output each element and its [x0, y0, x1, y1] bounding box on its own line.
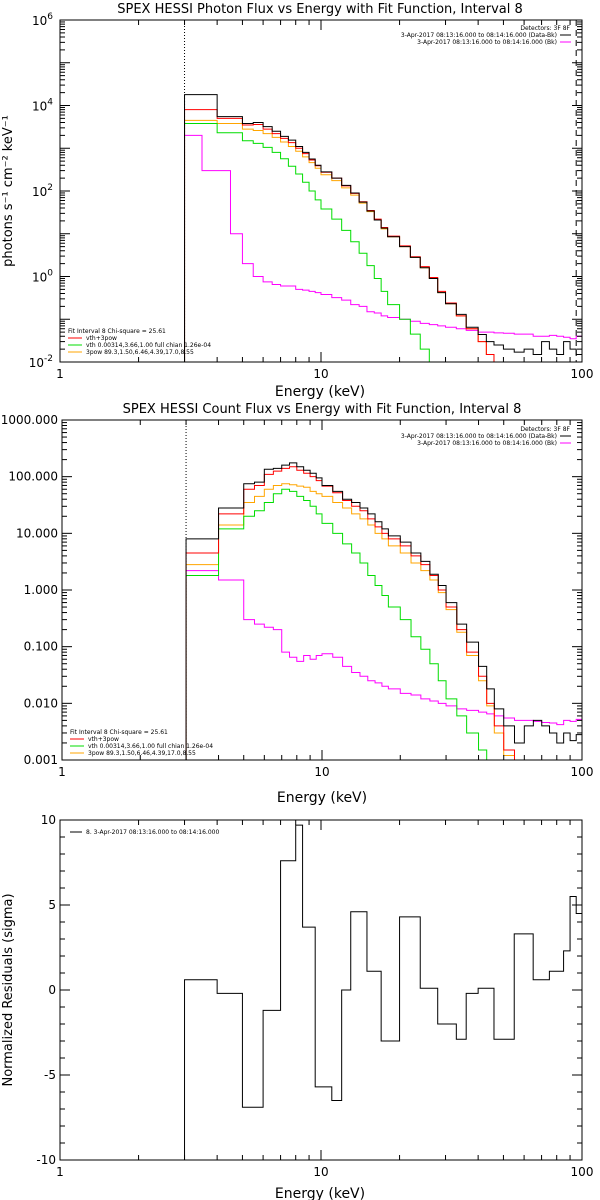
count-flux-title: SPEX HESSI Count Flux vs Energy with Fit… — [123, 402, 522, 417]
x-tick-label: 10 — [314, 765, 329, 779]
x-tick-label: 100 — [571, 765, 594, 779]
residuals-legend: 8. 3-Apr-2017 08:13:16.000 to 08:14:16.0… — [70, 829, 219, 836]
legend-residuals: 8. 3-Apr-2017 08:13:16.000 to 08:14:16.0… — [86, 829, 219, 836]
series-fit-line — [185, 466, 582, 760]
y-tick-label: 100 — [32, 269, 53, 285]
plot-area — [185, 420, 582, 760]
series-data-bk-line — [185, 462, 582, 760]
residuals-x-axis-label: Energy (keV) — [275, 1186, 365, 1200]
y-tick-label: -5 — [44, 1068, 56, 1082]
y-tick-label: 10 — [41, 813, 56, 827]
legend-data-bk: 3-Apr-2017 08:13:16.000 to 08:14:16.000 … — [401, 433, 557, 440]
residuals-y-axis-label: Normalized Residuals (sigma) — [1, 893, 16, 1086]
count-flux-x-axis-label: Energy (keV) — [277, 790, 367, 806]
y-tick-label: 10-2 — [29, 354, 53, 370]
x-tick-label: 10 — [313, 1165, 328, 1179]
residuals-plot-frame — [59, 819, 583, 1161]
photon-flux-plot-frame — [59, 19, 583, 363]
plot-area — [184, 20, 582, 362]
photon-flux-legend-bottom: Fit Interval 8 Chi-square = 25.61 vth+3p… — [68, 328, 211, 356]
y-tick-label: 0 — [48, 983, 56, 997]
legend-vth: vth 0.00314,3.66,1.00 full chian 1.26e-0… — [86, 342, 211, 349]
legend-detectors: Detectors: 3F 8F — [520, 25, 570, 32]
photon-flux-panel: SPEX HESSI Photon Flux vs Energy with Fi… — [1, 2, 593, 400]
count-flux-legend-bottom: Fit Interval 8 Chi-square = 25.61 vth+3p… — [70, 729, 213, 757]
series-fit-line — [184, 109, 582, 362]
count-flux-panel: SPEX HESSI Count Flux vs Energy with Fit… — [1, 402, 594, 806]
x-tick-label: 1 — [56, 1165, 64, 1179]
y-tick-label: 0.100 — [24, 640, 58, 654]
photon-flux-y-axis-label: photons s⁻¹ cm⁻² keV⁻¹ — [1, 115, 16, 267]
legend-vth: vth 0.00314,3.66,1.00 full chian 1.26e-0… — [88, 743, 213, 750]
residuals-marks — [184, 824, 582, 1160]
series-8-line — [184, 824, 582, 1160]
legend-bk: 3-Apr-2017 08:13:16.000 to 08:14:16.000 … — [417, 440, 557, 447]
legend-detectors: Detectors: 3F 8F — [520, 426, 570, 433]
legend-bk: 3-Apr-2017 08:13:16.000 to 08:14:16.000 … — [417, 39, 557, 46]
residuals-panel: 1 10 100 -10 -5 0 5 10 Energy (keV) Normalized … — [1, 813, 593, 1200]
legend-data-bk: 3-Apr-2017 08:13:16.000 to 08:14:16.000 … — [401, 32, 557, 39]
residuals-ticks: 1 10 100 -10 -5 0 5 10 — [36, 813, 593, 1179]
series-data-bk-line — [184, 94, 582, 362]
y-tick-label: 0.010 — [24, 696, 58, 710]
series-bk-line — [184, 134, 582, 362]
x-tick-label: 1 — [58, 765, 66, 779]
photon-flux-ticks: 1 10 100 10-2 100 102 104 106 — [29, 12, 594, 381]
count-flux-ticks: 1 10 100 0.001 0.010 0.100 1.000 10.000 100.000 1… — [1, 413, 594, 779]
legend-fit: vth+3pow — [88, 736, 119, 743]
series-vth-line — [184, 122, 582, 362]
y-tick-label: 0.001 — [24, 753, 58, 767]
x-tick-label: 1 — [56, 367, 64, 381]
photon-flux-title: SPEX HESSI Photon Flux vs Energy with Fi… — [117, 2, 523, 17]
y-tick-label: 100.000 — [8, 470, 58, 484]
count-flux-marks — [185, 420, 582, 760]
series-bk-line — [185, 570, 582, 760]
photon-flux-marks — [184, 20, 582, 362]
x-tick-label: 100 — [571, 1165, 594, 1179]
legend-3pow: 3pow 89.3,1.50,6.46,4.39,17.0,8.55 — [86, 349, 194, 356]
y-tick-label: -10 — [36, 1153, 56, 1167]
y-tick-label: 10.000 — [16, 526, 58, 540]
y-tick-label: 106 — [32, 12, 53, 28]
photon-flux-x-axis-label: Energy (keV) — [275, 384, 365, 400]
y-tick-label: 104 — [32, 98, 53, 114]
photon-flux-legend-top: Detectors: 3F 8F 3-Apr-2017 08:13:16.000… — [401, 25, 571, 46]
legend-3pow: 3pow 89.3,1.50,6.46,4.39,17.0,8.55 — [88, 750, 196, 757]
series-vth-line — [185, 488, 582, 760]
y-tick-label: 102 — [32, 183, 53, 199]
y-tick-label: 1.000 — [24, 583, 58, 597]
legend-fit-interval: Fit Interval 8 Chi-square = 25.61 — [70, 729, 168, 736]
plot-area — [184, 824, 582, 1160]
x-tick-label: 10 — [313, 367, 328, 381]
y-tick-label: 1000.000 — [1, 413, 58, 427]
y-tick-label: 5 — [48, 898, 56, 912]
x-tick-label: 100 — [571, 367, 594, 381]
count-flux-legend-top: Detectors: 3F 8F 3-Apr-2017 08:13:16.000… — [401, 426, 571, 447]
legend-fit-interval: Fit Interval 8 Chi-square = 25.61 — [68, 328, 166, 335]
series-3pow-line — [185, 483, 582, 760]
series-3pow-line — [184, 119, 582, 362]
legend-fit: vth+3pow — [86, 335, 117, 342]
